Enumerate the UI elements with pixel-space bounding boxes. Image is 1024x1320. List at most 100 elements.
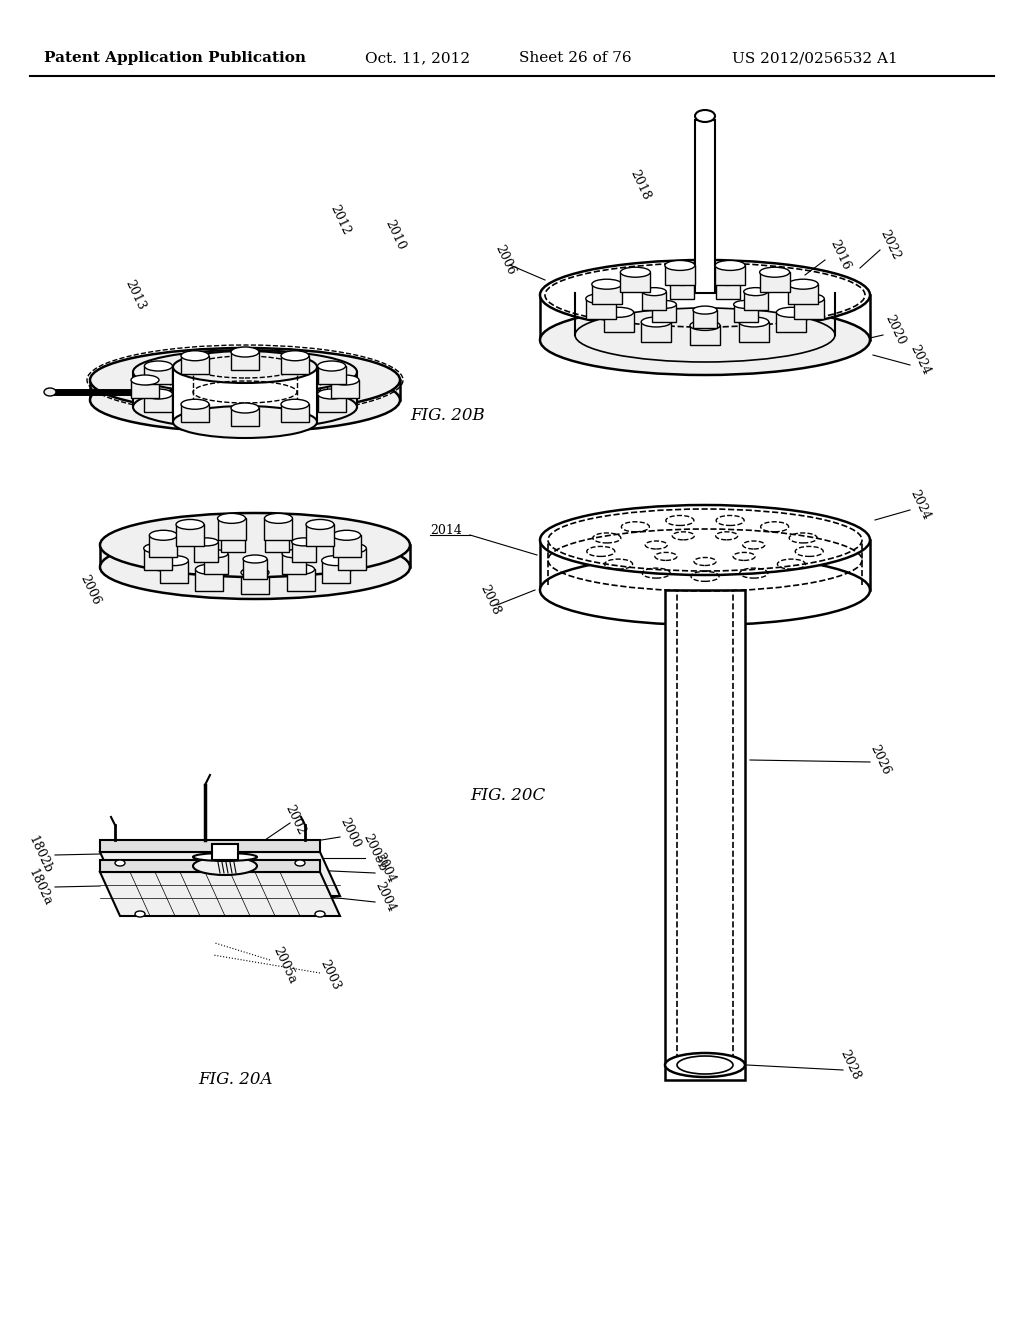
Bar: [540, 294, 870, 341]
Bar: [690, 326, 720, 346]
Ellipse shape: [665, 1053, 745, 1077]
Text: 2006: 2006: [493, 243, 517, 277]
Bar: [176, 524, 204, 546]
Ellipse shape: [733, 301, 758, 309]
Bar: [231, 352, 259, 370]
Bar: [776, 313, 807, 333]
Text: 2028: 2028: [838, 1048, 862, 1082]
Bar: [243, 558, 267, 579]
Text: 2013: 2013: [123, 277, 147, 313]
Bar: [540, 540, 870, 590]
Ellipse shape: [738, 317, 769, 327]
Text: 2020: 2020: [883, 313, 907, 347]
Bar: [181, 356, 209, 374]
Ellipse shape: [695, 110, 715, 121]
Bar: [738, 322, 769, 342]
Bar: [173, 367, 317, 422]
Ellipse shape: [115, 861, 125, 866]
Text: Sheet 26 of 76: Sheet 26 of 76: [519, 51, 632, 65]
Ellipse shape: [333, 531, 360, 540]
Ellipse shape: [603, 308, 634, 317]
Ellipse shape: [135, 911, 145, 917]
Bar: [733, 305, 758, 322]
Ellipse shape: [788, 280, 818, 289]
Ellipse shape: [540, 305, 870, 375]
Bar: [287, 569, 314, 591]
Ellipse shape: [131, 375, 159, 385]
Text: 2016: 2016: [827, 238, 853, 272]
Bar: [333, 536, 360, 557]
Bar: [695, 120, 715, 293]
Ellipse shape: [760, 267, 790, 277]
Bar: [586, 298, 615, 318]
Polygon shape: [100, 873, 340, 916]
Bar: [338, 548, 367, 570]
Bar: [241, 573, 269, 594]
Ellipse shape: [195, 537, 218, 546]
Bar: [264, 519, 293, 540]
Bar: [671, 281, 694, 300]
Ellipse shape: [642, 288, 667, 296]
Ellipse shape: [176, 520, 204, 529]
Bar: [743, 292, 768, 310]
Bar: [161, 561, 188, 582]
Ellipse shape: [743, 288, 768, 296]
Ellipse shape: [173, 407, 317, 438]
Text: 2005a: 2005a: [270, 945, 299, 986]
Ellipse shape: [281, 399, 309, 409]
Text: 1802a: 1802a: [26, 866, 54, 908]
Ellipse shape: [90, 368, 400, 432]
Bar: [100, 545, 410, 568]
Bar: [317, 393, 346, 412]
Ellipse shape: [540, 506, 870, 576]
Text: Patent Application Publication: Patent Application Publication: [44, 51, 306, 65]
Text: 2024: 2024: [907, 343, 933, 378]
Bar: [195, 543, 218, 562]
Ellipse shape: [592, 280, 622, 289]
Ellipse shape: [243, 554, 267, 564]
Ellipse shape: [295, 861, 305, 866]
Bar: [282, 553, 306, 574]
Text: 2010: 2010: [382, 218, 408, 252]
Text: FIG. 20B: FIG. 20B: [410, 407, 484, 424]
Bar: [715, 265, 745, 285]
Text: US 2012/0256532 A1: US 2012/0256532 A1: [732, 51, 898, 65]
Bar: [788, 284, 818, 304]
Ellipse shape: [690, 321, 720, 330]
Text: 2024: 2024: [907, 488, 933, 523]
Ellipse shape: [306, 520, 334, 529]
Ellipse shape: [100, 513, 410, 577]
Bar: [693, 310, 717, 329]
Bar: [603, 313, 634, 333]
Ellipse shape: [161, 556, 188, 565]
Bar: [143, 548, 172, 570]
Ellipse shape: [540, 554, 870, 624]
Ellipse shape: [231, 403, 259, 413]
Bar: [231, 408, 259, 426]
Polygon shape: [100, 840, 319, 851]
Bar: [131, 380, 159, 399]
Bar: [181, 404, 209, 422]
Bar: [133, 372, 357, 407]
Bar: [150, 536, 177, 557]
Text: 2000: 2000: [337, 816, 362, 850]
FancyBboxPatch shape: [212, 843, 238, 861]
Bar: [292, 543, 315, 562]
Polygon shape: [100, 861, 319, 873]
Text: 2012: 2012: [328, 203, 352, 238]
Bar: [665, 590, 745, 1080]
Bar: [306, 524, 334, 546]
Ellipse shape: [241, 568, 269, 577]
Ellipse shape: [677, 1056, 733, 1074]
Ellipse shape: [100, 535, 410, 599]
Ellipse shape: [287, 564, 314, 574]
Text: 2008: 2008: [102, 368, 128, 403]
Bar: [264, 532, 289, 552]
Ellipse shape: [90, 348, 400, 412]
Ellipse shape: [204, 549, 228, 558]
Ellipse shape: [315, 911, 325, 917]
Bar: [281, 356, 309, 374]
Ellipse shape: [221, 528, 246, 536]
Ellipse shape: [264, 528, 289, 536]
Bar: [322, 561, 349, 582]
